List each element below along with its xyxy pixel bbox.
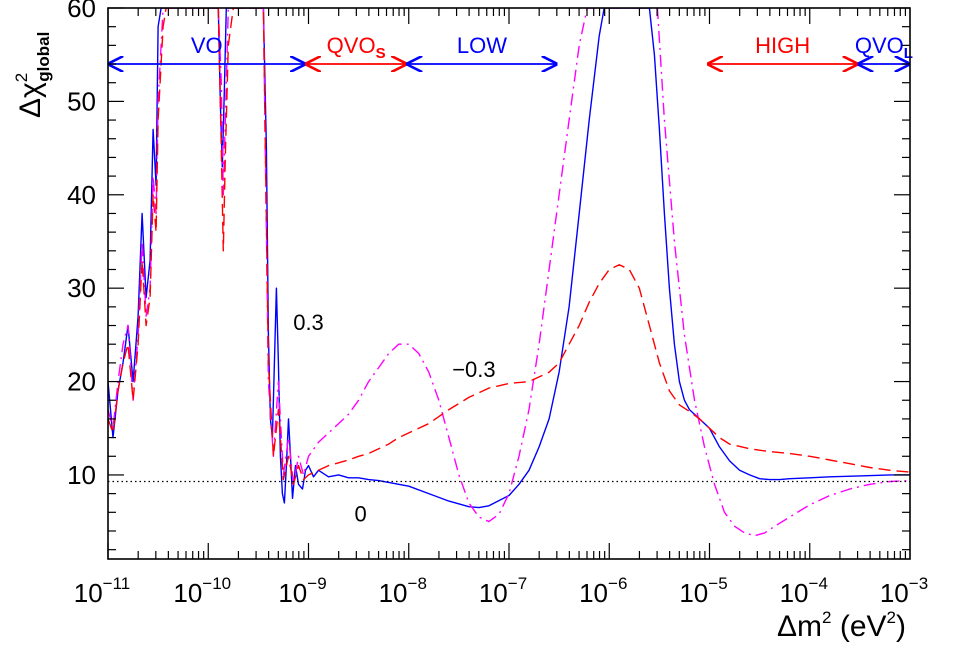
- x-tick-label: 10−10: [173, 574, 231, 608]
- x-tick-label: 10−3: [880, 574, 928, 608]
- x-tick-label: 10−6: [579, 574, 627, 608]
- series-line-1: [108, 8, 910, 537]
- region-label-4: QVOL: [855, 33, 913, 62]
- y-tick-label: 10: [67, 460, 96, 490]
- x-tick-label: 10−8: [379, 574, 427, 608]
- region-arrows: VO QVOS LOW HIGH QVOL: [109, 33, 913, 64]
- y-tick-label: 30: [67, 273, 96, 303]
- x-tick-label: 10−7: [479, 574, 527, 608]
- y-tick-label: 50: [67, 86, 96, 116]
- region-label-1: QVOS: [327, 33, 386, 62]
- y-tick-labels: 10 20 30 40 50 60: [67, 0, 96, 490]
- y-tick-label: 60: [67, 0, 96, 23]
- x-tick-label: 10−4: [780, 574, 828, 608]
- region-label-2: LOW: [457, 33, 507, 58]
- region-label-0: VO: [191, 33, 223, 58]
- plot-area: [108, 8, 910, 537]
- x-tick-labels: 10−11 10−10 10−9 10−8 10−7 10−6 10−5 10−4 10−3: [74, 574, 928, 608]
- region-label-3: HIGH: [755, 33, 810, 58]
- x-tick-label: 10−5: [679, 574, 727, 608]
- curve-label-0: 0.3: [293, 310, 324, 335]
- plot-frame: [107, 7, 911, 560]
- curve-label-2: 0: [355, 502, 367, 527]
- axes: [107, 7, 911, 560]
- y-tick-label: 40: [67, 180, 96, 210]
- x-tick-label: 10−11: [74, 574, 131, 608]
- x-axis-title: Δm2 (eV2): [777, 608, 906, 643]
- series-line-2: [108, 8, 910, 485]
- curve-labels: 0.3 −0.3 0: [293, 310, 495, 526]
- y-axis-title: Δχ2 global: [12, 32, 53, 118]
- series-line-0: [108, 8, 910, 509]
- x-tick-label: 10−9: [278, 574, 326, 608]
- curve-label-1: −0.3: [452, 357, 495, 382]
- tick-marks: [107, 7, 910, 559]
- y-tick-label: 20: [67, 367, 96, 397]
